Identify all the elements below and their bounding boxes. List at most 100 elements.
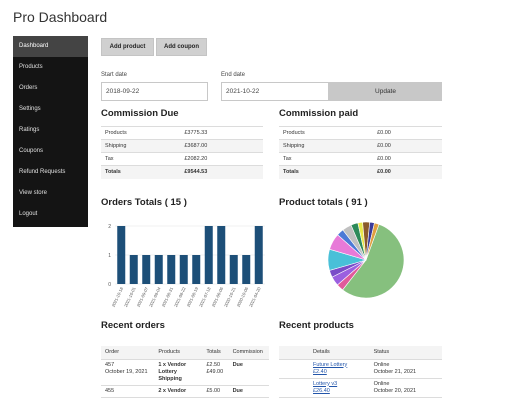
table-row: 455 2 x Vendor £5.00 Due <box>101 385 269 398</box>
sidebar-item-logout[interactable]: Logout <box>19 211 38 217</box>
table-row: Totals £0.00 <box>279 165 442 179</box>
bar <box>242 255 251 284</box>
order-totals: £2.50 £49.00 <box>202 359 229 386</box>
order-number: 455 <box>105 387 115 394</box>
sidebar: Dashboard Products Orders Settings Ratin… <box>13 36 88 227</box>
product-thumb-cell <box>279 378 309 398</box>
product-details: Lottery v3 £26.40 <box>309 378 370 398</box>
sidebar-item-refund-requests[interactable]: Refund Requests <box>19 169 66 175</box>
status-text: Online <box>373 380 390 387</box>
product-totals-heading: Product totals ( 91 ) <box>279 197 368 208</box>
product-details: Future Lottery £2.40 <box>309 359 370 379</box>
status-text: Online <box>373 361 390 368</box>
end-date-input[interactable]: 2021-10-22 <box>221 82 329 101</box>
product-price-link[interactable]: £26.40 <box>313 387 330 394</box>
row-value: £9544.53 <box>180 165 263 179</box>
sidebar-item-ratings[interactable]: Ratings <box>19 127 40 133</box>
commission-paid-heading: Commission paid <box>279 108 359 119</box>
row-label: Totals <box>101 165 181 179</box>
row-value: £2082.20 <box>180 152 263 166</box>
status-date: October 20, 2021 <box>373 387 417 394</box>
table-row: Shipping £3687.00 <box>101 139 263 153</box>
product-status: Online October 21, 2021 <box>369 359 442 379</box>
product-link[interactable]: Lottery v3 <box>313 380 338 387</box>
commission-paid-table: Products £0.00 Shipping £0.00 Tax £0.00 Tot… <box>279 126 442 179</box>
x-tick-label: 2021-06-06 <box>211 286 225 308</box>
sidebar-item-orders[interactable]: Orders <box>19 85 38 91</box>
order-date: October 19, 2021 <box>105 368 148 375</box>
recent-orders-table: Order Products Totals Commission 457 Octo… <box>101 346 269 398</box>
sidebar-item-products[interactable]: Products <box>19 64 43 70</box>
x-tick-label: 2021-04-20 <box>248 286 262 308</box>
x-tick-label: 2021-10-01 <box>123 286 137 308</box>
column-header: Products <box>154 346 203 360</box>
order-cell: 457 October 19, 2021 <box>101 359 155 386</box>
product-status: Online October 20, 2021 <box>369 378 442 398</box>
order-commission: Due <box>228 359 269 386</box>
orders-bar-chart: 0 1 2 2021-10-182021-10-012021-09-072021-09… <box>108 224 265 308</box>
start-date-input[interactable]: 2018-09-22 <box>101 82 208 101</box>
bar <box>129 255 138 284</box>
bar <box>117 226 126 284</box>
column-header: Order <box>101 346 155 360</box>
bar <box>254 226 263 284</box>
add-product-button[interactable]: Add product <box>101 38 154 56</box>
page-title: Pro Dashboard <box>13 9 108 25</box>
column-header <box>279 346 309 360</box>
bar <box>154 255 163 284</box>
y-tick-label: 0 <box>108 282 111 288</box>
order-products: 2 x Vendor <box>154 385 203 398</box>
table-row: Shipping £0.00 <box>279 139 442 153</box>
table-row: Products £3775.33 <box>101 126 263 140</box>
row-label: Products <box>101 126 181 140</box>
bar <box>217 226 226 284</box>
order-commission: Due <box>228 385 269 398</box>
row-label: Tax <box>101 152 181 166</box>
row-value: £0.00 <box>373 139 442 153</box>
commission-due-heading: Commission Due <box>101 108 179 119</box>
column-header: Totals <box>202 346 229 360</box>
row-value: £0.00 <box>373 126 442 140</box>
order-total-line: £2.50 <box>206 361 221 368</box>
table-header-row: Order Products Totals Commission <box>101 346 269 360</box>
y-tick-label: 2 <box>108 224 111 230</box>
row-value: £3775.33 <box>180 126 263 140</box>
product-link[interactable]: Future Lottery <box>313 361 348 368</box>
sidebar-item-dashboard[interactable]: Dashboard <box>13 36 88 57</box>
pie-slice <box>342 223 405 299</box>
table-row: Tax £0.00 <box>279 152 442 166</box>
x-tick-label: 2021-10-18 <box>111 286 125 308</box>
column-header: Details <box>309 346 370 360</box>
table-header-row: Details Status <box>279 346 442 360</box>
table-row: 457 October 19, 2021 1 x Vendor Lottery S… <box>101 359 269 386</box>
start-date-label: Start date <box>101 72 128 78</box>
orders-totals-heading: Orders Totals ( 15 ) <box>101 197 187 208</box>
commission-due-table: Products £3775.33 Shipping £3687.00 Tax £20… <box>101 126 263 179</box>
x-tick-label: 2021-08-22 <box>173 286 187 308</box>
bar <box>179 255 188 284</box>
recent-orders-heading: Recent orders <box>101 320 165 331</box>
x-tick-label: 2021-08-31 <box>161 286 175 308</box>
table-row: Totals £9544.53 <box>101 165 263 179</box>
product-pie-chart <box>327 221 405 299</box>
sidebar-item-coupons[interactable]: Coupons <box>19 148 44 154</box>
row-label: Shipping <box>101 139 181 153</box>
status-date: October 21, 2021 <box>373 368 417 375</box>
recent-products-table: Details Status Future Lottery £2.40 Onlin… <box>279 346 442 398</box>
row-label: Shipping <box>279 139 374 153</box>
pie-slice <box>365 222 380 261</box>
bar <box>142 255 151 284</box>
order-cell: 455 <box>101 385 155 398</box>
row-value: £3687.00 <box>180 139 263 153</box>
sidebar-item-view-store[interactable]: View store <box>19 190 47 196</box>
sidebar-item-settings[interactable]: Settings <box>19 106 41 112</box>
product-thumb-cell <box>279 359 309 379</box>
y-tick-label: 1 <box>108 253 111 259</box>
order-totals: £5.00 <box>202 385 229 398</box>
x-tick-label: 2021-09-04 <box>148 286 162 308</box>
update-button[interactable]: Update <box>329 82 442 101</box>
add-coupon-button[interactable]: Add coupon <box>156 38 207 56</box>
row-label: Tax <box>279 152 374 166</box>
x-tick-label: 2021-08-19 <box>186 286 200 308</box>
product-price-link[interactable]: £2.40 <box>313 368 327 375</box>
